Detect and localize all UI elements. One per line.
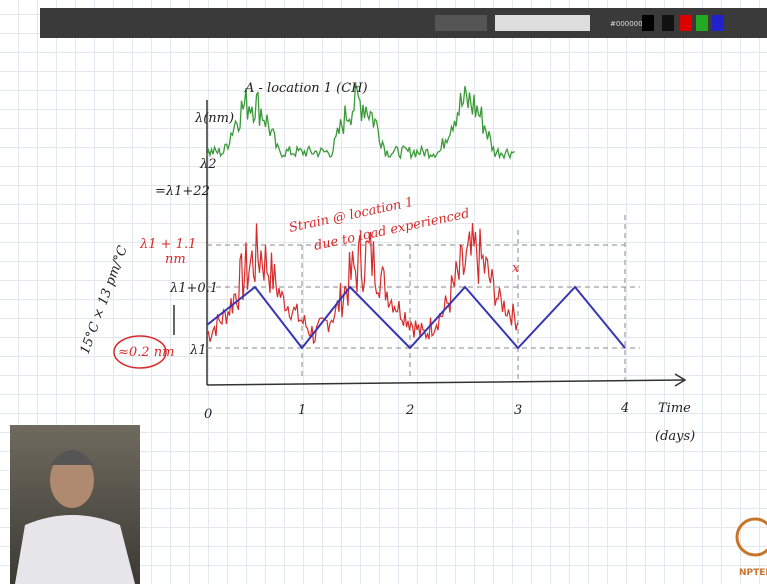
logo-graphic: NPTEL xyxy=(733,495,767,584)
x-tick-label: 4 xyxy=(620,401,629,416)
y-axis-label: λ(nm) xyxy=(194,111,234,126)
x-tick-label: 2 xyxy=(405,403,414,418)
x-tick-label: 1 xyxy=(298,403,306,418)
circled-note: ≈0.2 nm xyxy=(118,345,174,360)
y-label: λ1 xyxy=(189,343,207,358)
y-label: λ1+0.1 xyxy=(169,281,218,296)
x-tick-label: 3 xyxy=(514,403,522,418)
y-label: nm xyxy=(165,252,186,267)
presenter-video xyxy=(10,425,140,584)
presenter xyxy=(10,425,140,584)
y-label: λ2 xyxy=(199,157,217,172)
blue-trend xyxy=(207,287,625,348)
x-tick-label: 0 xyxy=(204,407,212,422)
x-axis-label: Time xyxy=(658,401,691,416)
x-axis xyxy=(207,380,685,385)
annotation: A - location 1 (CH) xyxy=(244,81,368,96)
logo-text: NPTEL xyxy=(739,568,767,578)
x-axis-unit: (days) xyxy=(655,429,695,444)
logo: NPTEL xyxy=(733,495,767,584)
y-label: =λ1+22 xyxy=(155,184,210,199)
mark: x xyxy=(512,261,520,276)
y-label: λ1 + 1.1 xyxy=(139,237,196,252)
